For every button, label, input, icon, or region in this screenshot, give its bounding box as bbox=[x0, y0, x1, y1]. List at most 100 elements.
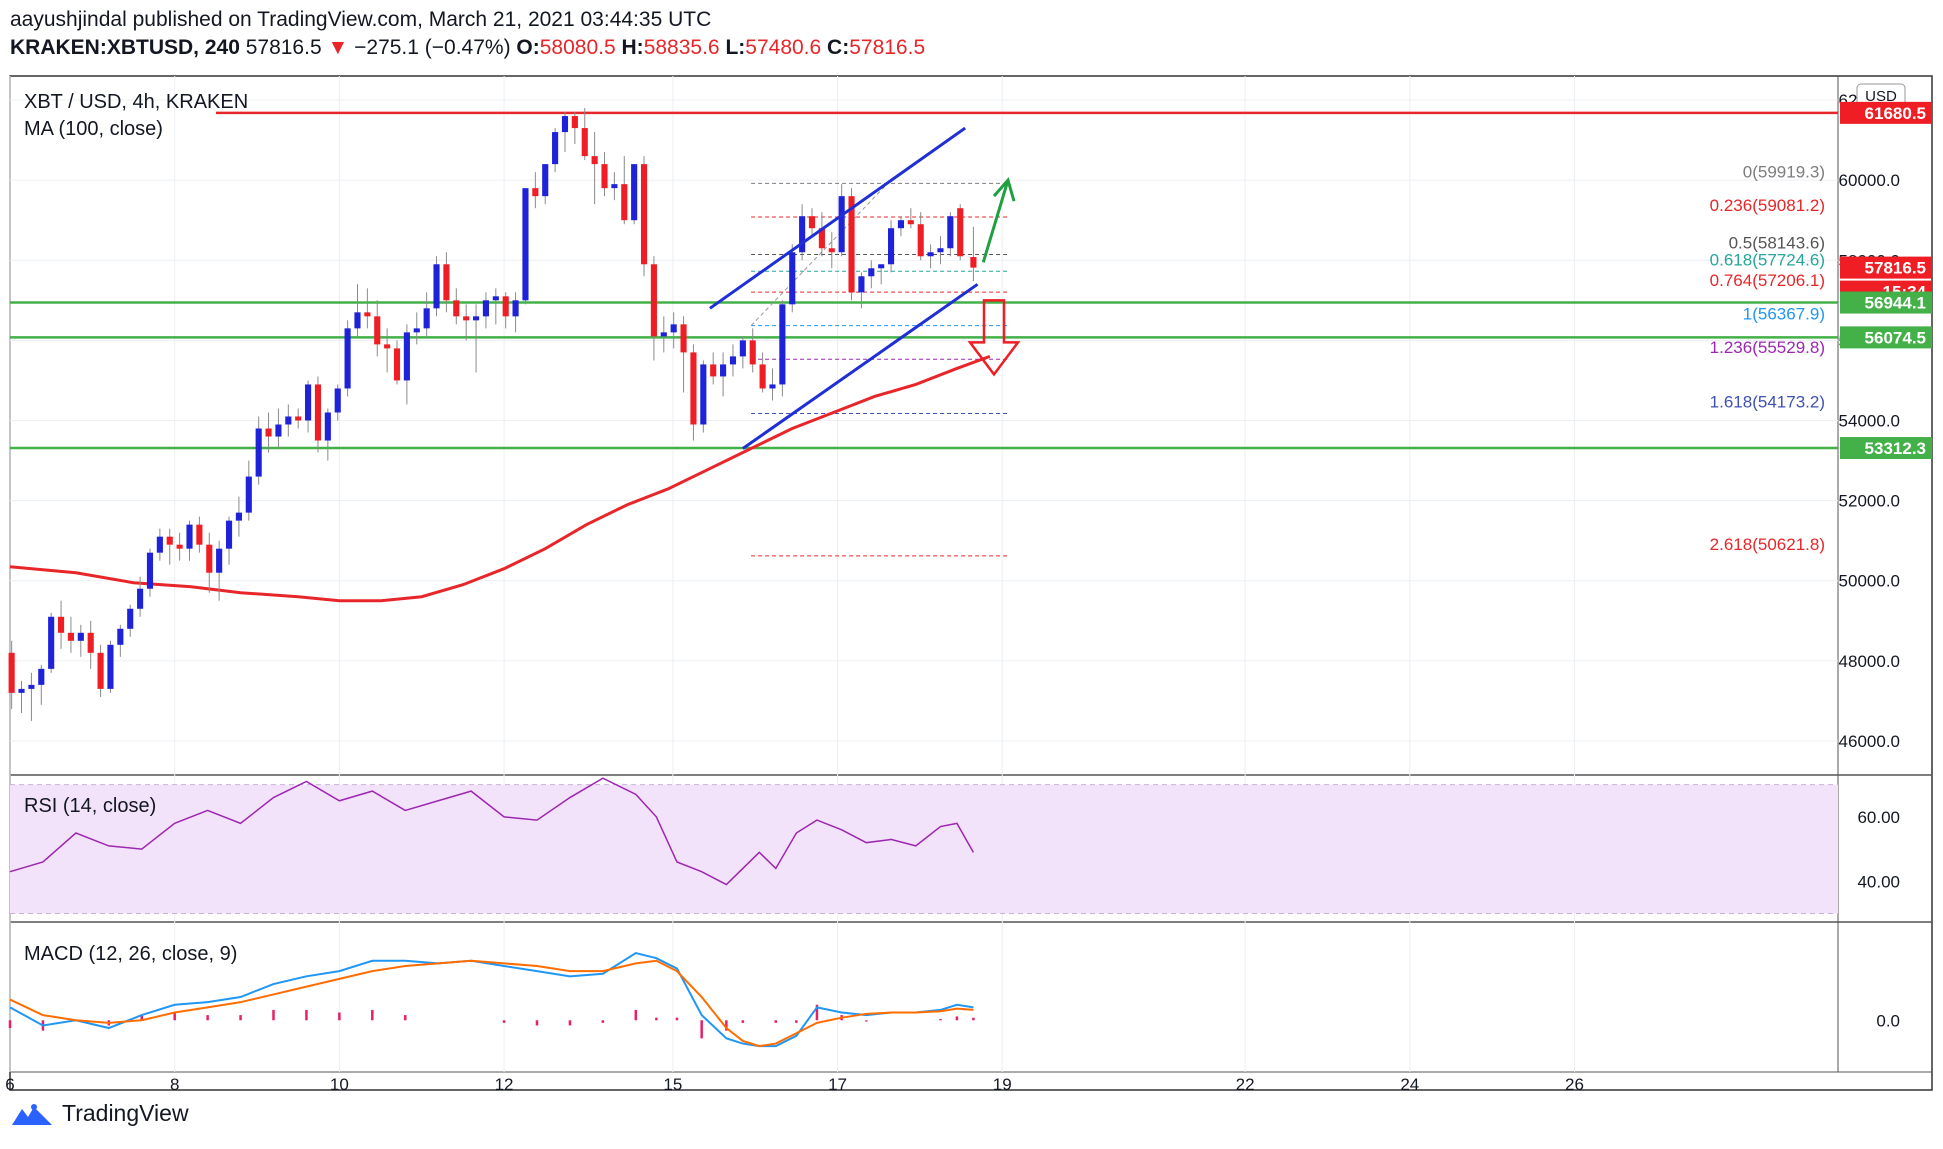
macd-signal-line[interactable] bbox=[9, 959, 974, 1048]
candle-bullish[interactable] bbox=[472, 304, 480, 373]
candle-bearish[interactable] bbox=[690, 344, 697, 441]
candle-bullish[interactable] bbox=[275, 408, 282, 449]
candle-bullish[interactable] bbox=[542, 164, 549, 205]
candle-bullish[interactable] bbox=[403, 324, 410, 405]
candle-bearish[interactable] bbox=[97, 644, 104, 697]
candle-bearish[interactable] bbox=[710, 352, 717, 385]
candle-bullish[interactable] bbox=[897, 216, 905, 237]
candle-bearish[interactable] bbox=[571, 112, 578, 145]
candle-bullish[interactable] bbox=[561, 112, 569, 153]
candle-bullish[interactable] bbox=[38, 664, 45, 705]
candle-bullish[interactable] bbox=[789, 244, 796, 313]
candle-bullish[interactable] bbox=[887, 220, 895, 273]
candle-bearish[interactable] bbox=[591, 132, 598, 205]
candle-bullish[interactable] bbox=[324, 408, 331, 461]
ma100-line[interactable] bbox=[9, 354, 991, 603]
candle-bullish[interactable] bbox=[838, 184, 845, 257]
channel-lower-line[interactable] bbox=[741, 283, 979, 450]
candle-bearish[interactable] bbox=[453, 288, 460, 325]
candle-bearish[interactable] bbox=[364, 288, 371, 329]
candle-bearish[interactable] bbox=[393, 340, 401, 385]
fib-trend-line[interactable] bbox=[750, 183, 889, 326]
candle-bearish[interactable] bbox=[463, 304, 470, 341]
candle-bullish[interactable] bbox=[216, 540, 223, 601]
candle-bearish[interactable] bbox=[680, 316, 687, 393]
candle-bullish[interactable] bbox=[156, 528, 163, 561]
candle-bearish[interactable] bbox=[314, 376, 322, 453]
candle-bullish[interactable] bbox=[552, 128, 559, 173]
candle-bearish[interactable] bbox=[67, 616, 74, 653]
candle-bearish[interactable] bbox=[196, 516, 203, 553]
candle-bullish[interactable] bbox=[344, 320, 351, 397]
candle-bearish[interactable] bbox=[502, 292, 509, 329]
candle-bullish[interactable] bbox=[28, 672, 35, 721]
candle-bearish[interactable] bbox=[8, 640, 15, 709]
candle-bullish[interactable] bbox=[482, 292, 490, 329]
candle-bullish[interactable] bbox=[729, 344, 737, 377]
candle-bearish[interactable] bbox=[57, 600, 65, 649]
publisher-name[interactable]: aayushjindal bbox=[10, 8, 127, 31]
candle-bullish[interactable] bbox=[611, 172, 618, 201]
candle-bearish[interactable] bbox=[970, 226, 977, 282]
candle-bullish[interactable] bbox=[285, 404, 292, 437]
candle-bullish[interactable] bbox=[413, 312, 420, 345]
candle-bullish[interactable] bbox=[186, 520, 193, 561]
candle-bullish[interactable] bbox=[660, 316, 667, 353]
candle-bullish[interactable] bbox=[700, 360, 707, 433]
candle-bearish[interactable] bbox=[176, 532, 183, 561]
candle-bullish[interactable] bbox=[225, 516, 233, 565]
candle-bearish[interactable] bbox=[650, 256, 657, 361]
candle-bullish[interactable] bbox=[107, 640, 114, 693]
candle-bullish[interactable] bbox=[512, 292, 519, 333]
candle-bearish[interactable] bbox=[808, 208, 816, 237]
tradingview-footer[interactable]: TradingView bbox=[10, 1100, 189, 1127]
candle-bearish[interactable] bbox=[384, 328, 391, 373]
candle-bullish[interactable] bbox=[769, 368, 776, 401]
candle-bullish[interactable] bbox=[492, 288, 499, 325]
rsi-line[interactable] bbox=[9, 777, 975, 886]
candle-bullish[interactable] bbox=[245, 460, 252, 521]
candle-bearish[interactable] bbox=[166, 528, 173, 565]
candle-bullish[interactable] bbox=[937, 236, 944, 265]
candle-bearish[interactable] bbox=[907, 208, 914, 229]
candle-bearish[interactable] bbox=[374, 300, 381, 357]
candle-bullish[interactable] bbox=[423, 292, 430, 337]
candle-bullish[interactable] bbox=[48, 612, 55, 673]
macd-line[interactable] bbox=[9, 951, 974, 1048]
channel-upper-line[interactable] bbox=[709, 126, 967, 310]
candle-bearish[interactable] bbox=[828, 232, 835, 269]
candle-bullish[interactable] bbox=[799, 204, 806, 261]
candle-bearish[interactable] bbox=[957, 204, 964, 261]
candle-bearish[interactable] bbox=[532, 172, 539, 209]
candle-bearish[interactable] bbox=[295, 408, 302, 429]
candle-bullish[interactable] bbox=[146, 548, 154, 597]
candle-bullish[interactable] bbox=[127, 604, 134, 637]
candle-bearish[interactable] bbox=[87, 620, 94, 669]
candle-bearish[interactable] bbox=[601, 152, 608, 197]
candle-bullish[interactable] bbox=[137, 576, 144, 617]
candle-bearish[interactable] bbox=[759, 352, 766, 393]
candle-bullish[interactable] bbox=[631, 164, 638, 225]
candle-bearish[interactable] bbox=[749, 328, 756, 373]
candle-bearish[interactable] bbox=[640, 156, 648, 277]
candle-bullish[interactable] bbox=[947, 212, 954, 257]
candle-bearish[interactable] bbox=[206, 532, 213, 593]
candle-bullish[interactable] bbox=[334, 384, 341, 421]
candle-bullish[interactable] bbox=[927, 244, 934, 269]
candle-bullish[interactable] bbox=[305, 380, 312, 433]
candle-bullish[interactable] bbox=[522, 188, 529, 305]
candle-bullish[interactable] bbox=[255, 416, 262, 485]
candle-bullish[interactable] bbox=[354, 284, 361, 337]
candle-bullish[interactable] bbox=[433, 256, 440, 317]
candle-bullish[interactable] bbox=[858, 272, 865, 309]
candle-bullish[interactable] bbox=[868, 260, 875, 289]
candle-bearish[interactable] bbox=[443, 252, 450, 313]
candle-bearish[interactable] bbox=[621, 156, 628, 225]
candle-bearish[interactable] bbox=[581, 108, 588, 161]
candle-bullish[interactable] bbox=[77, 624, 84, 657]
candle-bullish[interactable] bbox=[18, 680, 25, 713]
candle-bullish[interactable] bbox=[117, 624, 124, 657]
candle-bearish[interactable] bbox=[818, 212, 825, 257]
candle-bearish[interactable] bbox=[917, 212, 924, 261]
